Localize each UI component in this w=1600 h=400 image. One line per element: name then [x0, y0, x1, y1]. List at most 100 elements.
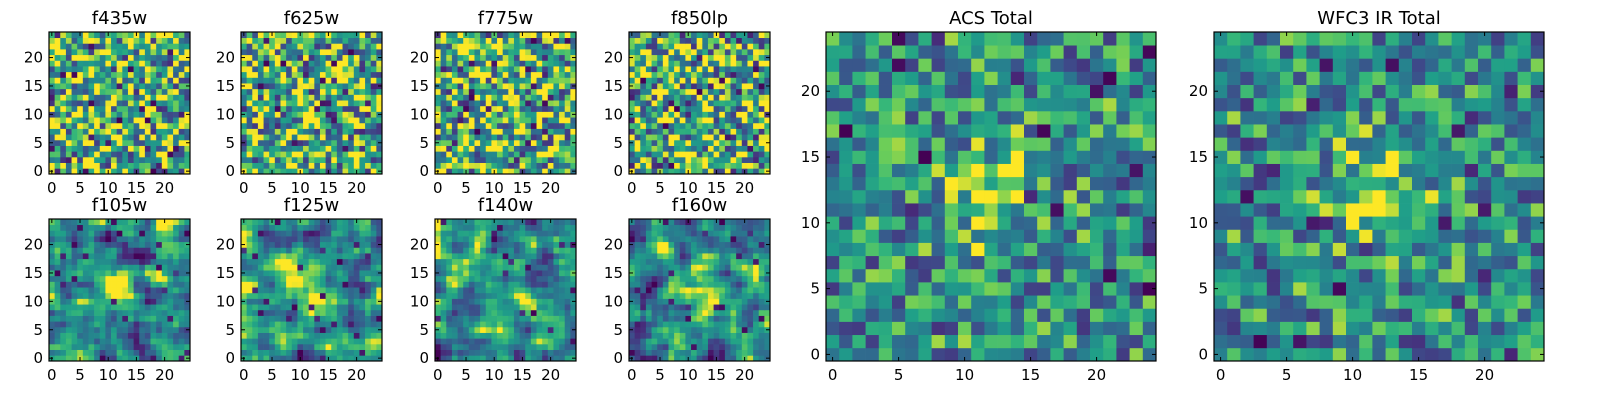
heatmap-cell — [491, 264, 498, 271]
heatmap-cell — [474, 43, 481, 50]
heatmap-cell — [634, 77, 641, 84]
heatmap-cell — [127, 355, 134, 362]
heatmap-cell — [668, 162, 675, 169]
heatmap-cell — [525, 66, 532, 73]
heatmap-cell — [252, 332, 259, 339]
heatmap-cell — [105, 315, 112, 322]
heatmap-cell — [161, 343, 168, 350]
heatmap-cell — [82, 349, 89, 356]
heatmap-cell — [325, 281, 332, 288]
heatmap-cell — [440, 343, 447, 350]
heatmap-cell — [184, 309, 191, 316]
y-tick-label: 10 — [216, 105, 235, 123]
heatmap-cell — [105, 60, 112, 67]
heatmap-cell — [491, 117, 498, 124]
heatmap-cell — [713, 134, 720, 141]
heatmap-cell — [696, 355, 703, 362]
heatmap-cell — [319, 247, 326, 254]
heatmap-cell — [241, 162, 247, 169]
heatmap-cell — [547, 145, 554, 152]
heatmap-cell — [274, 139, 281, 146]
heatmap-cell — [314, 281, 321, 288]
heatmap-cell — [257, 241, 264, 248]
heatmap-cell — [297, 122, 304, 129]
heatmap-cell — [764, 287, 771, 294]
heatmap-cell — [497, 145, 504, 152]
heatmap-cell — [88, 258, 95, 265]
heatmap-cell — [111, 60, 118, 67]
heatmap-cell — [553, 94, 560, 101]
heatmap-cells — [241, 32, 383, 175]
heatmap-cell — [342, 264, 349, 271]
heatmap-cell — [530, 134, 537, 141]
heatmap-cell — [65, 264, 72, 271]
heatmap-cell — [167, 292, 174, 299]
heatmap-cell — [144, 145, 151, 152]
heatmap-cell — [564, 156, 571, 163]
heatmap-cell — [657, 298, 664, 305]
heatmap-cell — [280, 355, 287, 362]
heatmap-cell — [54, 338, 61, 345]
heatmap-cell — [662, 32, 669, 39]
heatmap-cell — [440, 134, 447, 141]
heatmap-cell — [713, 88, 720, 95]
heatmap-cell — [525, 145, 532, 152]
heatmap-cell — [370, 168, 377, 175]
heatmap-cell — [82, 117, 89, 124]
heatmap-cell — [753, 168, 760, 175]
heatmap-cell — [457, 151, 464, 158]
heatmap-cell — [559, 224, 566, 231]
heatmap-cell — [139, 321, 146, 328]
heatmap-cell — [116, 168, 123, 175]
heatmap-cell — [497, 309, 504, 316]
heatmap-cell — [105, 281, 112, 288]
heatmap-cell — [303, 83, 310, 90]
heatmap-cell — [559, 100, 566, 107]
heatmap-cell — [679, 151, 686, 158]
heatmap-cell — [457, 37, 464, 44]
heatmap-cell — [139, 298, 146, 305]
heatmap-cell — [342, 247, 349, 254]
heatmap-cell — [463, 128, 470, 135]
heatmap-cell — [105, 151, 112, 158]
heatmap-cell — [446, 100, 453, 107]
heatmap-cell — [730, 156, 737, 163]
heatmap-cell — [730, 32, 737, 39]
heatmap-cell — [468, 287, 475, 294]
heatmap-cell — [359, 54, 366, 61]
heatmap-cell — [668, 349, 675, 356]
heatmap-cell — [65, 156, 72, 163]
heatmap-cell — [707, 83, 714, 90]
heatmap-cell — [741, 292, 748, 299]
heatmap-cell — [542, 236, 549, 243]
heatmap-cell — [178, 77, 185, 84]
heatmap-cell — [105, 292, 112, 299]
heatmap-cell — [724, 71, 731, 78]
heatmap-cell — [696, 343, 703, 350]
heatmap-cell — [570, 332, 577, 339]
heatmap-cell — [440, 258, 447, 265]
heatmap-cell — [463, 275, 470, 282]
heatmap-cell — [634, 287, 641, 294]
heatmap-cell — [105, 224, 112, 231]
heatmap-cell — [764, 343, 771, 350]
heatmap-cell — [133, 151, 140, 158]
heatmap-cell — [485, 32, 492, 39]
heatmap-cell — [536, 54, 543, 61]
heatmap-cell — [480, 355, 487, 362]
heatmap-cell — [246, 349, 253, 356]
heatmap-cell — [702, 88, 709, 95]
heatmap-cell — [325, 162, 332, 169]
heatmap-cell — [753, 349, 760, 356]
heatmap-cell — [707, 71, 714, 78]
heatmap-cell — [696, 168, 703, 175]
heatmap-cell — [173, 258, 180, 265]
heatmap-cell — [99, 54, 106, 61]
heatmap-cell — [457, 71, 464, 78]
heatmap-cell — [241, 145, 247, 152]
heatmap-cell — [127, 253, 134, 260]
heatmap-cell — [161, 49, 168, 56]
heatmap-cell — [747, 49, 754, 56]
heatmap-cell — [451, 117, 458, 124]
heatmap-cell — [116, 122, 123, 129]
